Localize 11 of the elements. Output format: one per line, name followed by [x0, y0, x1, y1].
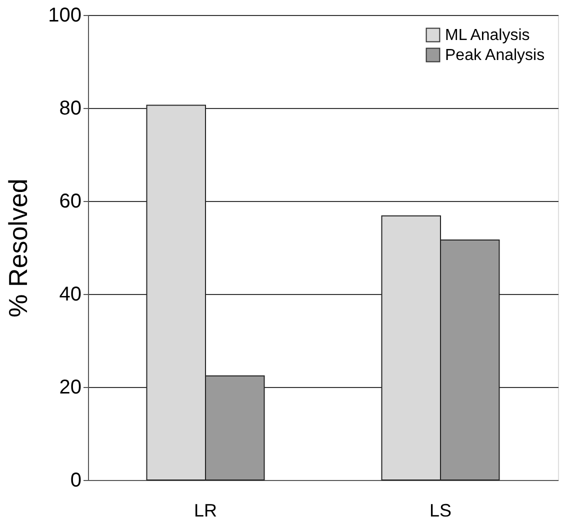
legend-label: ML Analysis [445, 27, 530, 44]
y-tick-label: 40 [59, 284, 82, 306]
x-tick-label: LS [429, 500, 452, 520]
legend-label: Peak Analysis [445, 47, 545, 64]
y-tick-label: 20 [59, 376, 82, 398]
y-tick-label: 60 [59, 190, 82, 212]
x-tick-label: LR [194, 500, 218, 520]
y-tick-label: 80 [59, 98, 82, 120]
y-tick-label: 100 [48, 4, 82, 26]
y-tick-label: 0 [70, 470, 82, 492]
y-axis-title: % Resolved [3, 178, 34, 318]
